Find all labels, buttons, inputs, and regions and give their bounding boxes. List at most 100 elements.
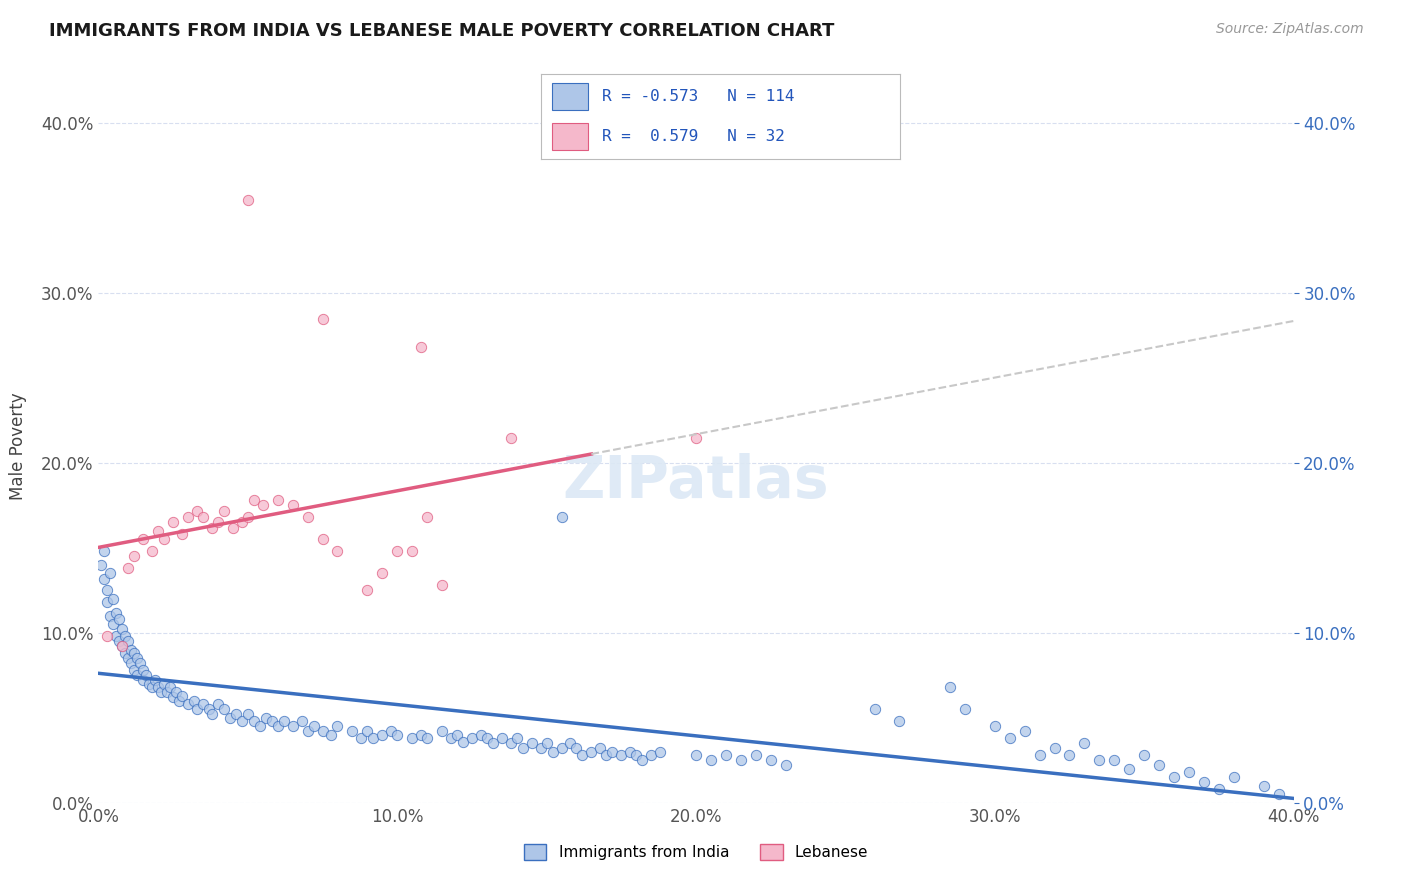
Point	[249, 719, 271, 733]
Point	[730, 753, 752, 767]
Point	[198, 702, 221, 716]
Point	[440, 731, 463, 746]
Point	[281, 499, 304, 513]
Point	[401, 731, 423, 746]
Point	[1267, 787, 1289, 801]
Point	[148, 680, 170, 694]
Point	[640, 748, 662, 763]
Point	[1223, 770, 1246, 784]
Point	[127, 651, 149, 665]
Point	[356, 583, 378, 598]
Point	[186, 503, 208, 517]
Point	[581, 745, 603, 759]
Point	[162, 516, 184, 530]
Point	[219, 711, 242, 725]
Point	[520, 736, 543, 750]
Point	[162, 690, 184, 705]
Point	[650, 745, 672, 759]
Point	[326, 544, 349, 558]
Point	[530, 741, 553, 756]
Point	[446, 728, 468, 742]
Point	[98, 566, 122, 581]
Point	[589, 741, 612, 756]
Point	[470, 728, 492, 742]
Point	[243, 493, 266, 508]
Point	[297, 510, 319, 524]
Point	[602, 745, 624, 759]
Point	[371, 728, 394, 742]
Point	[953, 702, 976, 716]
Point	[207, 516, 229, 530]
Point	[775, 758, 797, 772]
Point	[260, 714, 283, 729]
Point	[186, 702, 208, 716]
Point	[1133, 748, 1156, 763]
Point	[108, 612, 131, 626]
Point	[302, 719, 325, 733]
Point	[105, 606, 128, 620]
Point	[159, 680, 181, 694]
Point	[96, 595, 118, 609]
Point	[626, 748, 648, 763]
Point	[231, 714, 253, 729]
Point	[201, 707, 224, 722]
Point	[93, 544, 115, 558]
Point	[1178, 765, 1201, 780]
Point	[129, 657, 152, 671]
Point	[267, 493, 290, 508]
Point	[148, 524, 170, 538]
Point	[254, 711, 277, 725]
Point	[150, 685, 173, 699]
Point	[117, 651, 139, 665]
Point	[1028, 748, 1050, 763]
Text: ZIPatlas: ZIPatlas	[562, 453, 830, 510]
Point	[201, 520, 224, 534]
Point	[177, 510, 200, 524]
Point	[745, 748, 768, 763]
Point	[595, 748, 617, 763]
Point	[506, 731, 529, 746]
Point	[167, 694, 190, 708]
Point	[120, 657, 142, 671]
Point	[93, 572, 115, 586]
Point	[1088, 753, 1111, 767]
Point	[132, 533, 155, 547]
Point	[1043, 741, 1066, 756]
Point	[475, 731, 498, 746]
Point	[165, 685, 187, 699]
Point	[98, 608, 122, 623]
Point	[865, 702, 887, 716]
Point	[291, 714, 314, 729]
Point	[153, 533, 176, 547]
Point	[380, 724, 402, 739]
Point	[138, 677, 160, 691]
Point	[236, 193, 259, 207]
Point	[172, 527, 194, 541]
Point	[512, 741, 534, 756]
Point	[212, 702, 235, 716]
Point	[326, 719, 349, 733]
Point	[499, 736, 522, 750]
Point	[565, 741, 588, 756]
Point	[1208, 782, 1230, 797]
Point	[619, 745, 641, 759]
Point	[311, 311, 333, 326]
Point	[451, 734, 474, 748]
Point	[207, 698, 229, 712]
Point	[236, 510, 259, 524]
Point	[135, 668, 157, 682]
Point	[536, 736, 558, 750]
Legend: Immigrants from India, Lebanese: Immigrants from India, Lebanese	[517, 838, 875, 866]
Point	[363, 731, 385, 746]
Text: R =  0.579   N = 32: R = 0.579 N = 32	[602, 129, 785, 145]
Point	[430, 578, 453, 592]
Point	[281, 719, 304, 733]
Point	[321, 728, 343, 742]
Point	[153, 677, 176, 691]
Point	[236, 707, 259, 722]
Point	[132, 673, 155, 688]
Point	[541, 745, 564, 759]
Point	[411, 341, 433, 355]
Point	[132, 663, 155, 677]
Point	[482, 736, 505, 750]
